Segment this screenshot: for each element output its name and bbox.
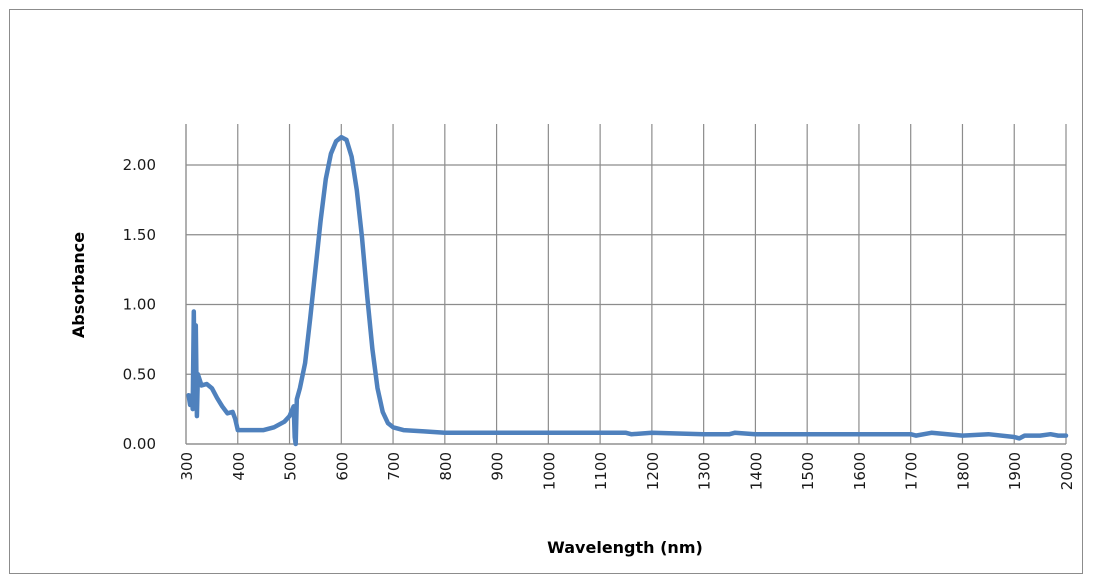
y-tick-label-0.50: 0.50: [123, 365, 156, 383]
x-tick-label-900: 900: [489, 452, 507, 481]
x-tick-label-400: 400: [230, 452, 248, 481]
y-tick-label-2.00: 2.00: [123, 156, 156, 174]
x-tick-label-300: 300: [178, 452, 196, 481]
x-tick-label-700: 700: [385, 452, 403, 481]
x-tick-label-1000: 1000: [540, 452, 558, 490]
x-tick-label-1900: 1900: [1006, 452, 1024, 490]
x-tick-label-1100: 1100: [592, 452, 610, 490]
x-tick-label-2000: 2000: [1058, 452, 1076, 490]
x-tick-label-1700: 1700: [903, 452, 921, 490]
x-tick-label-1800: 1800: [954, 452, 972, 490]
x-tick-label-1600: 1600: [851, 452, 869, 490]
plot-area-border: [185, 124, 1066, 445]
x-tick-label-800: 800: [437, 452, 455, 481]
x-tick-label-1500: 1500: [799, 452, 817, 490]
y-tick-label-0.00: 0.00: [123, 435, 156, 453]
x-tick-label-1200: 1200: [644, 452, 662, 490]
series-line-0: [186, 134, 1069, 447]
x-tick-label-1400: 1400: [747, 452, 765, 490]
series-layer: [186, 134, 1069, 447]
y-tick-label-1.50: 1.50: [123, 226, 156, 244]
x-tick-label-500: 500: [282, 452, 300, 481]
y-tick-label-1.00: 1.00: [123, 296, 156, 314]
y-axis-tick-labels: 0.00 0.50 1.00 1.50 2.00: [123, 156, 156, 453]
horizontal-gridlines: [186, 164, 1066, 445]
x-tick-label-600: 600: [333, 452, 351, 481]
x-axis-tick-labels: 300 400 500 600 700 800 900 1000 1100 1200 1300 140…: [178, 452, 1076, 490]
vertical-gridlines: [185, 124, 1067, 444]
x-tick-label-1300: 1300: [696, 452, 714, 490]
x-axis-title: Wavelength (nm): [547, 538, 703, 557]
chart-frame: [9, 9, 1083, 574]
y-axis-title: Absorbance: [69, 232, 88, 338]
